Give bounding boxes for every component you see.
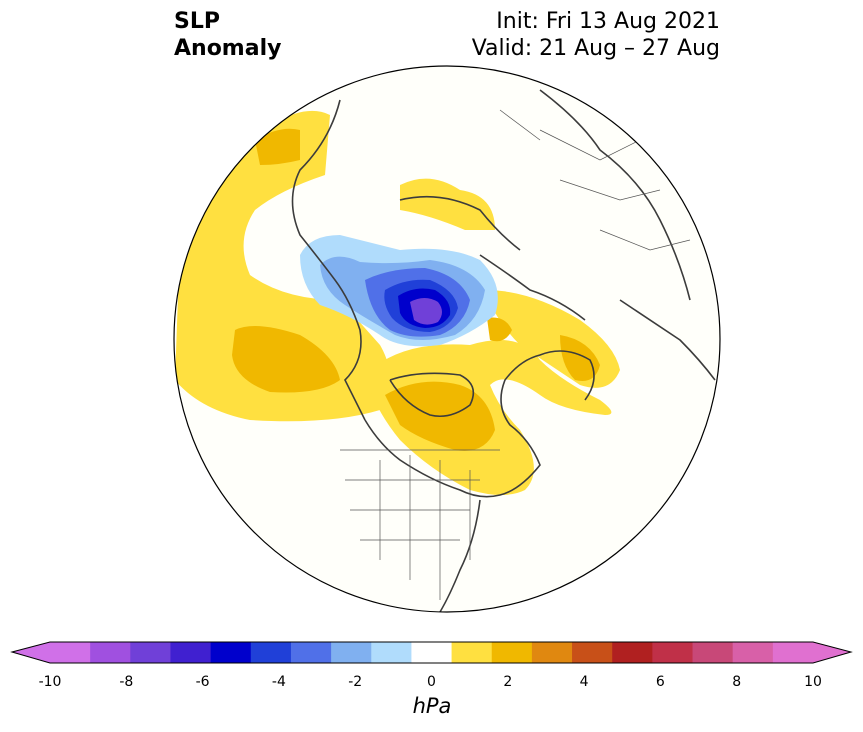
init-date: Init: Fri 13 Aug 2021 [496,9,720,34]
colorbar-cell [451,642,493,663]
colorbar-cell [210,642,252,663]
colorbar-cell [290,642,332,663]
colorbar-cell [491,642,533,663]
colorbar-cell [371,642,412,663]
polar-map [173,65,721,613]
title-variable: SLP [174,9,220,34]
positive-anomaly-west [175,110,390,422]
colorbar-cell [692,642,734,663]
colorbar-tick-label: -6 [195,674,210,690]
colorbar-cell [652,642,694,663]
colorbar-cell [130,642,171,663]
colorbar-tick-label: 10 [804,674,822,690]
title-type: Anomaly [174,36,282,61]
colorbar-cell [50,642,91,663]
valid-range: Valid: 21 Aug – 27 Aug [471,36,720,61]
colorbar-cell [90,642,131,663]
colorbar-under-arrow [12,642,50,663]
colorbar-tick-label: 0 [427,674,436,690]
colorbar-cells [50,642,814,663]
colorbar-unit: hPa [412,694,452,718]
colorbar-cell [331,642,372,663]
colorbar-outline [10,641,853,664]
colorbar-over-arrow [813,642,851,663]
colorbar-cell [250,642,292,663]
colorbar-cell [732,642,774,663]
colorbar-tick-label: 4 [579,674,589,690]
borders [340,109,691,600]
colorbar-cell [612,642,653,663]
colorbar-cell [411,642,453,663]
negative-anomaly-core [410,298,442,325]
anomaly-field [174,66,720,612]
positive-core-east [560,335,600,381]
colorbar-cell [572,642,613,663]
colorbar-tick-label: -4 [271,674,286,690]
positive-core-pacific [232,326,340,393]
colorbar-cell [772,642,814,663]
colorbar-tick-label: 2 [503,674,513,690]
colorbar-cell [531,642,573,663]
colorbar-cell [170,642,212,663]
positive-core-alaska [255,128,300,165]
colorbar-tick-label: -2 [348,674,363,690]
coastlines [291,89,716,612]
forecast-dates: Init: Fri 13 Aug 2021 Valid: 21 Aug – 27… [472,8,720,62]
colorbar-tick-label: 8 [732,674,742,690]
map-title: SLP Anomaly [174,8,281,62]
colorbar-tick-label: -10 [38,674,62,690]
positive-anomaly-center [400,178,495,230]
colorbar-tick-label: -8 [119,674,134,690]
positive-core-small [487,317,512,342]
colorbar-tick-label: 6 [655,674,665,690]
map-boundary [173,65,721,613]
